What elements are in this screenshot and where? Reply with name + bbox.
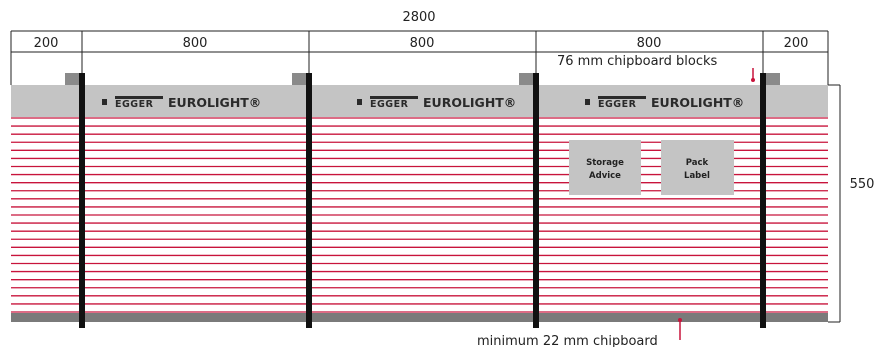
chipboard-blocks-note: 76 mm chipboard blocks: [557, 54, 718, 69]
storage-advice-line1: Storage: [586, 158, 624, 168]
egger-logo-text: EGGER: [370, 99, 409, 110]
segment-label-3: 800: [410, 36, 435, 51]
strap: [760, 73, 766, 328]
segment-label-1: 200: [34, 36, 59, 51]
storage-advice-line2: Advice: [589, 171, 621, 181]
storage-advice-box: [569, 140, 641, 195]
eurolight-text: EUROLIGHT®: [168, 95, 261, 110]
brand-logo-2: EGGER EUROLIGHT®: [357, 95, 516, 110]
pack-label-line1: Pack: [686, 158, 709, 168]
blocks-arrow: [751, 68, 755, 82]
eurolight-text: EUROLIGHT®: [651, 95, 744, 110]
brand-logo-1: EGGER EUROLIGHT®: [102, 95, 261, 110]
pack-label-box: [661, 140, 734, 195]
base-arrow: [678, 318, 682, 340]
height-dimension: [828, 84, 841, 323]
chipboard-block: [292, 73, 309, 85]
dimension-table: [10, 30, 829, 85]
strap: [306, 73, 312, 328]
brand-logo-3: EGGER EUROLIGHT®: [585, 95, 744, 110]
egger-logo-text: EGGER: [115, 99, 154, 110]
segment-label-5: 200: [784, 36, 809, 51]
height-label: 550: [850, 177, 875, 192]
chipboard-base-note: minimum 22 mm chipboard: [477, 334, 658, 347]
chipboard-block: [519, 73, 536, 85]
chipboard-blocks: [65, 73, 780, 85]
top-band: [11, 85, 828, 117]
segment-label-4: 800: [637, 36, 662, 51]
chipboard-block: [763, 73, 780, 85]
total-width-label: 2800: [402, 10, 435, 25]
base-band: [11, 313, 828, 322]
segment-label-2: 800: [183, 36, 208, 51]
strap: [79, 73, 85, 328]
eurolight-text: EUROLIGHT®: [423, 95, 516, 110]
chipboard-block: [65, 73, 82, 85]
strap: [533, 73, 539, 328]
egger-logo-text: EGGER: [598, 99, 637, 110]
straps: [79, 73, 766, 328]
pack-label-line2: Label: [684, 171, 710, 181]
